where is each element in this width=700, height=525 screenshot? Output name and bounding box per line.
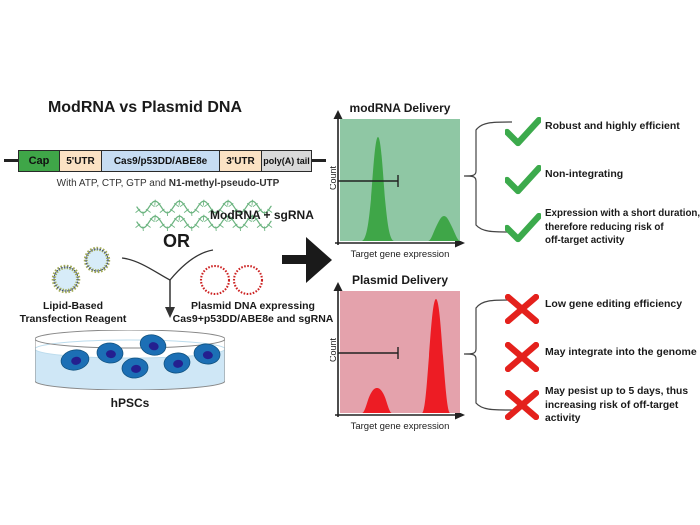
svg-text:Count: Count (330, 338, 338, 363)
svg-text:Count: Count (330, 166, 338, 191)
